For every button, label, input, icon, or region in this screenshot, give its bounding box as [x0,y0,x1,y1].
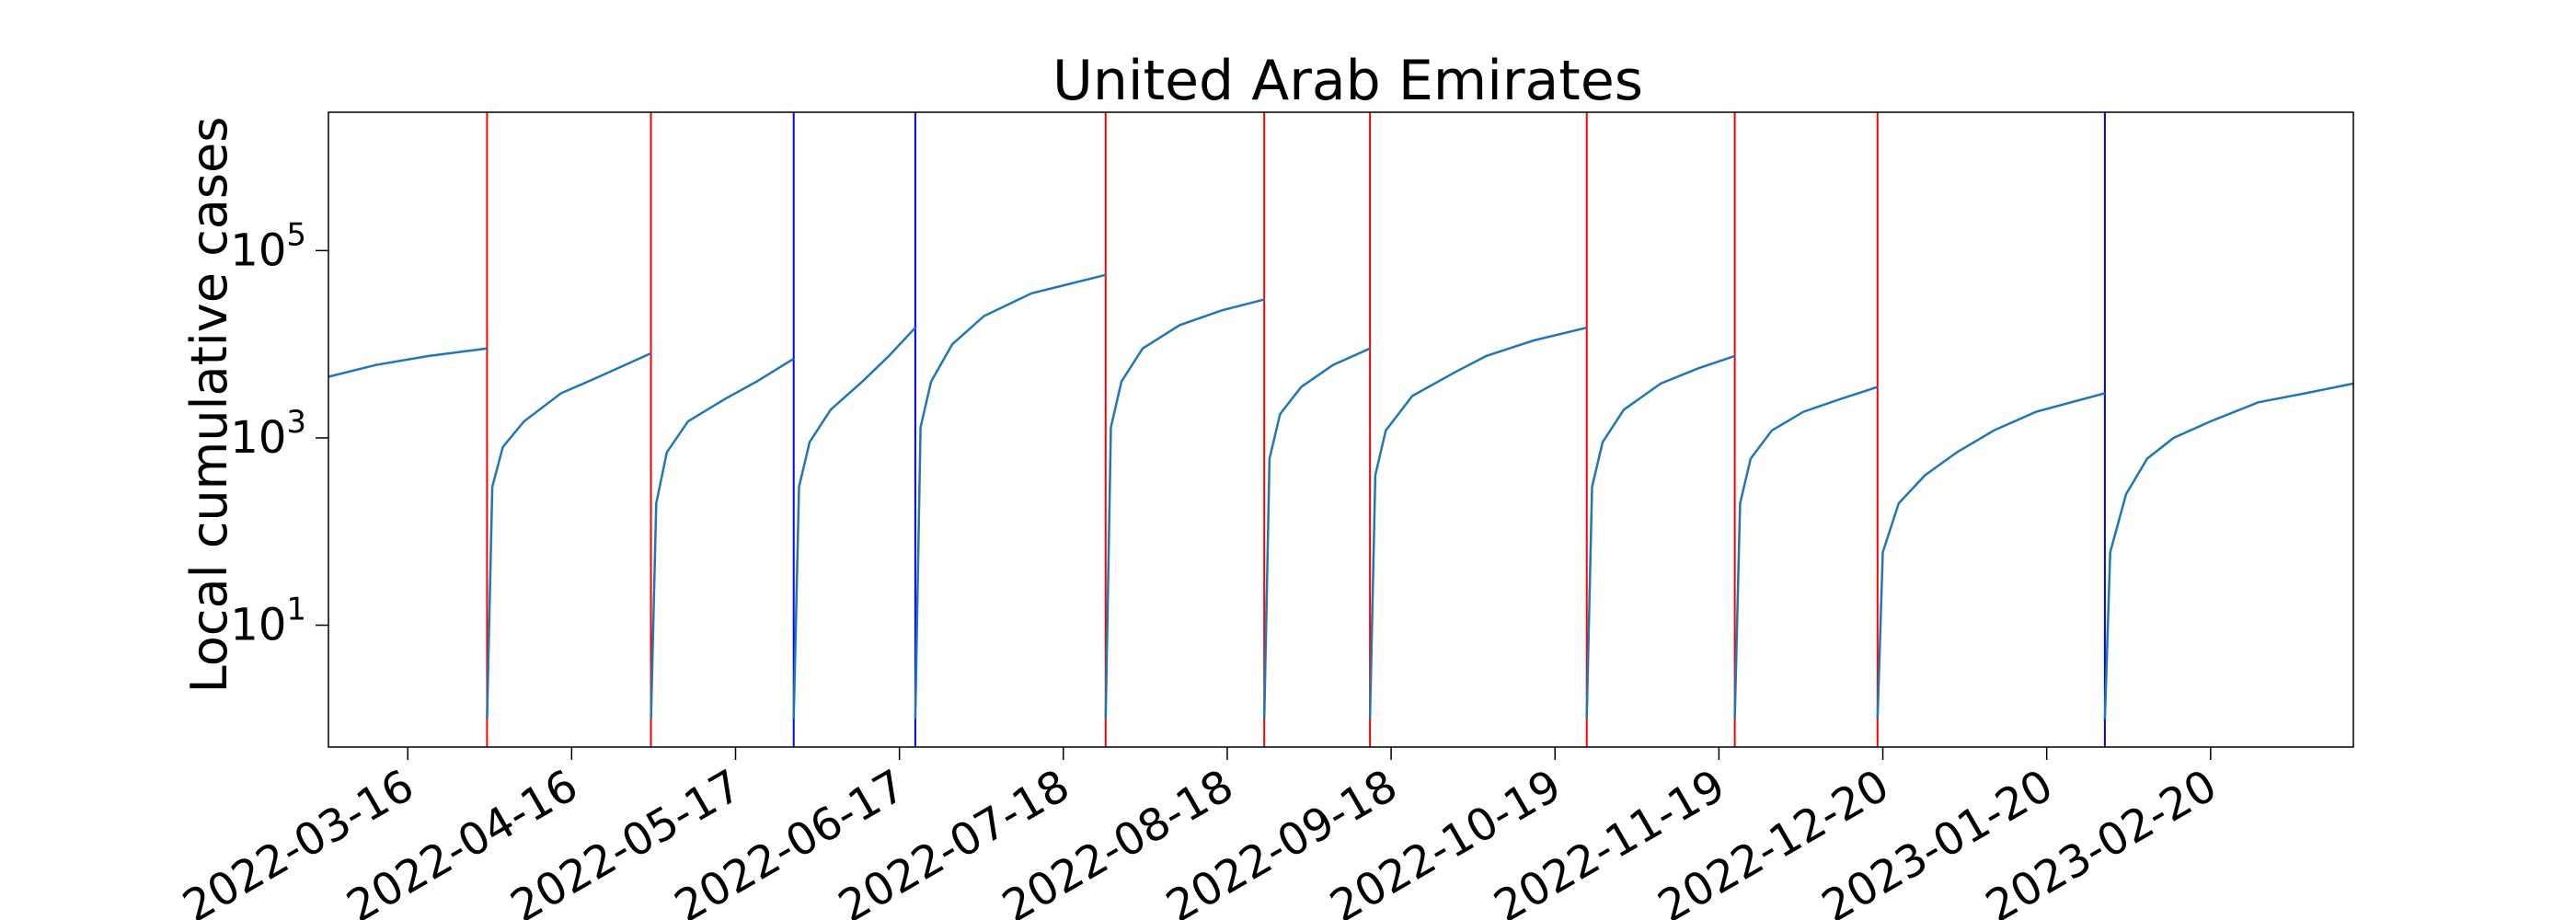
series-line-segment [328,347,488,378]
series-line-segment [1262,347,1371,719]
series-line-segment [914,273,1107,719]
plot-frame [328,111,2354,748]
series-line-segment [650,357,795,719]
y-tick-label: 103 [230,404,306,464]
series-line-segment [1104,298,1265,719]
y-axis-label: Local cumulative cases [180,117,238,694]
y-tick-label: 101 [230,592,306,651]
y-tick-label: 105 [230,216,306,276]
series-line-segment [486,351,652,719]
series-line-segment [792,327,916,719]
series-line-segment [2103,382,2354,719]
series-line-segment [1733,385,1879,719]
series-group [328,273,2354,719]
series-line-segment [1585,354,1736,719]
y-axis: 101 103 105 [230,216,328,651]
x-axis: 2022-03-162022-04-162022-05-172022-06-17… [175,747,2225,920]
series-line-segment [1876,392,2106,719]
vertical-markers [486,112,2106,747]
series-line-segment [1368,326,1587,719]
chart-title: United Arab Emirates [1052,49,1643,113]
